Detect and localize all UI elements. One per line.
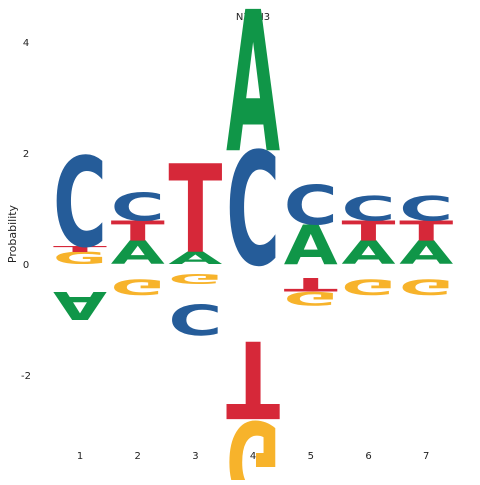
x-axis-ticks: 1 2 3 4 5 6 7 bbox=[77, 451, 430, 462]
logo-letter-g: G bbox=[111, 274, 165, 299]
logo-column-7: ATC G bbox=[399, 189, 454, 299]
x-tick-label: 4 bbox=[250, 451, 256, 462]
x-tick-label: 7 bbox=[423, 451, 429, 462]
y-tick-label: 2 bbox=[23, 149, 29, 160]
logo-letter-g: G bbox=[399, 274, 453, 299]
y-axis-ticks: -2 0 2 4 bbox=[21, 38, 31, 382]
y-tick-label: 4 bbox=[23, 38, 29, 49]
logo-letter-g: G bbox=[226, 395, 280, 480]
logo-letter-t: T bbox=[168, 140, 222, 281]
logo-letter-c: C bbox=[284, 174, 338, 237]
x-tick-label: 5 bbox=[308, 451, 314, 462]
logo-column-5: AC TG bbox=[284, 174, 339, 309]
y-tick-label: -2 bbox=[21, 371, 31, 382]
logo-letter-t: T bbox=[226, 316, 280, 440]
x-tick-label: 3 bbox=[192, 451, 198, 462]
y-axis-label: Probability bbox=[6, 204, 19, 263]
logo-letter-t: T bbox=[399, 215, 454, 247]
logo-letter-c: C bbox=[226, 119, 280, 301]
logo-column-2: ATC G bbox=[111, 186, 166, 299]
logo-letter-a: A bbox=[226, 0, 280, 197]
logo-letter-t: T bbox=[111, 215, 166, 247]
logo-letter-c: C bbox=[53, 132, 107, 275]
y-tick-label: 0 bbox=[23, 260, 29, 271]
logo-letter-a: A bbox=[399, 235, 453, 272]
logo-letter-c: C bbox=[111, 186, 165, 230]
logo-letter-a: A bbox=[284, 213, 339, 277]
logo-letter-a: A bbox=[168, 249, 222, 268]
logo-letter-g: G bbox=[284, 287, 338, 309]
x-tick-label: 6 bbox=[365, 451, 371, 462]
logo-letter-a: A bbox=[111, 235, 165, 272]
logo-letter-a: A bbox=[342, 235, 396, 272]
logo-letter-t: T bbox=[53, 245, 108, 254]
logo-letter-g: G bbox=[342, 274, 396, 299]
logo-letter-g: G bbox=[168, 271, 222, 287]
x-tick-label: 1 bbox=[77, 451, 83, 462]
logo-letter-g: G bbox=[53, 249, 107, 269]
logo-letter-c: C bbox=[399, 189, 453, 229]
x-tick-label: 2 bbox=[135, 451, 141, 462]
logo-letter-t: T bbox=[284, 273, 338, 295]
logo-letter-c: C bbox=[342, 189, 396, 229]
logo-column-6: ATC G bbox=[342, 189, 397, 299]
chart-title: NXPH3 bbox=[236, 12, 270, 23]
logo-letter-c: C bbox=[168, 294, 222, 343]
logo-letter-a: A bbox=[53, 282, 108, 326]
logo-letter-t: T bbox=[342, 215, 397, 247]
